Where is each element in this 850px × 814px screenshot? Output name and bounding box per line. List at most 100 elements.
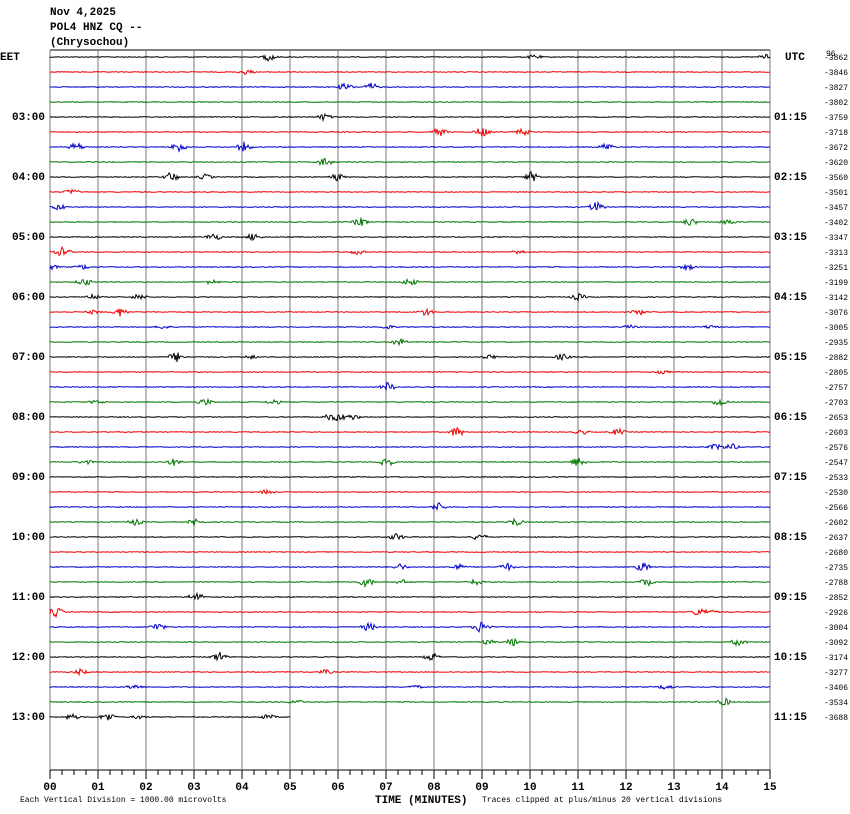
offset-label: -3457 bbox=[824, 204, 848, 213]
offset-label: -2757 bbox=[824, 384, 848, 393]
right-time: 10:15 bbox=[774, 652, 807, 664]
offset-label: -3199 bbox=[824, 279, 848, 288]
trace bbox=[49, 697, 771, 706]
trace bbox=[49, 397, 770, 407]
right-time: 04:15 bbox=[774, 292, 807, 304]
offset-label: -3501 bbox=[824, 189, 848, 198]
left-time: 06:00 bbox=[12, 292, 45, 304]
offset-label: -2566 bbox=[824, 504, 848, 513]
trace bbox=[49, 443, 771, 451]
offset-label: -3718 bbox=[824, 129, 848, 138]
left-time: 03:00 bbox=[12, 112, 45, 124]
offset-label: -3174 bbox=[824, 654, 848, 663]
trace bbox=[49, 488, 771, 495]
trace bbox=[49, 562, 771, 572]
trace bbox=[49, 82, 771, 90]
x-tick-label: 00 bbox=[43, 782, 56, 794]
offset-label: -3402 bbox=[824, 219, 848, 228]
trace bbox=[49, 475, 770, 479]
trace bbox=[49, 112, 771, 123]
x-tick-label: 10 bbox=[523, 782, 536, 794]
offset-label: -3846 bbox=[824, 69, 848, 78]
left-time: 04:00 bbox=[12, 172, 45, 184]
right-zone: UTC bbox=[785, 52, 805, 64]
offset-label: -2852 bbox=[824, 594, 848, 603]
offset-label: -2547 bbox=[824, 459, 848, 468]
x-axis-title: TIME (MINUTES) bbox=[375, 795, 467, 807]
offset-label: -2735 bbox=[824, 564, 848, 573]
trace bbox=[49, 141, 771, 153]
trace bbox=[49, 369, 771, 375]
offset-label: -2637 bbox=[824, 534, 848, 543]
station: POL4 HNZ CQ -- bbox=[50, 22, 142, 34]
offset-label: -3277 bbox=[824, 669, 848, 678]
location: (Chrysochou) bbox=[50, 37, 129, 49]
trace bbox=[49, 621, 771, 633]
offset-label: -3076 bbox=[824, 309, 848, 318]
right-time: 08:15 bbox=[774, 532, 807, 544]
offset-label: -2680 bbox=[824, 549, 848, 558]
x-tick-label: 01 bbox=[91, 782, 105, 794]
trace bbox=[49, 517, 771, 527]
x-tick-label: 04 bbox=[235, 782, 249, 794]
x-tick-label: 07 bbox=[379, 782, 392, 794]
offset-label: -3347 bbox=[824, 234, 848, 243]
scale-note: Each Vertical Division = 1000.00 microvo… bbox=[20, 796, 227, 805]
offset-label: -3005 bbox=[824, 324, 848, 333]
trace bbox=[49, 578, 771, 589]
trace bbox=[49, 667, 771, 677]
trace bbox=[49, 292, 771, 303]
left-time: 11:00 bbox=[12, 592, 45, 604]
left-time: 13:00 bbox=[12, 712, 45, 724]
trace bbox=[49, 352, 771, 362]
trace bbox=[50, 550, 770, 554]
offset-label: -2530 bbox=[824, 489, 848, 498]
offset-label: -3802 bbox=[824, 99, 848, 108]
right-time: 01:15 bbox=[774, 112, 807, 124]
right-time: 09:15 bbox=[774, 592, 807, 604]
trace bbox=[49, 232, 771, 242]
left-time: 05:00 bbox=[12, 232, 45, 244]
trace bbox=[49, 684, 771, 690]
trace bbox=[49, 712, 291, 721]
offset-label: -2805 bbox=[824, 369, 848, 378]
right-time: 07:15 bbox=[774, 472, 807, 484]
trace bbox=[49, 427, 771, 437]
offset-label: -2533 bbox=[824, 474, 848, 483]
trace bbox=[49, 277, 771, 286]
left-time: 10:00 bbox=[12, 532, 45, 544]
left-zone: EET bbox=[0, 52, 20, 64]
trace bbox=[49, 157, 771, 167]
offset-label: -3142 bbox=[824, 294, 848, 303]
trace bbox=[49, 53, 771, 62]
trace bbox=[49, 127, 771, 137]
trace bbox=[49, 414, 771, 422]
offset-top: 96 bbox=[826, 50, 836, 59]
x-tick-label: 15 bbox=[763, 782, 777, 794]
trace bbox=[49, 652, 771, 662]
trace bbox=[49, 533, 771, 541]
trace bbox=[49, 217, 770, 226]
x-tick-label: 06 bbox=[331, 782, 344, 794]
offset-label: -2788 bbox=[824, 579, 848, 588]
offset-label: -3759 bbox=[824, 114, 848, 123]
trace bbox=[49, 337, 770, 347]
trace bbox=[49, 100, 770, 104]
x-tick-label: 02 bbox=[139, 782, 152, 794]
left-time: 09:00 bbox=[12, 472, 45, 484]
trace bbox=[49, 382, 771, 391]
offset-label: -2935 bbox=[824, 339, 848, 348]
right-time: 02:15 bbox=[774, 172, 807, 184]
offset-label: -3560 bbox=[824, 174, 848, 183]
x-tick-label: 14 bbox=[715, 782, 729, 794]
x-tick-label: 03 bbox=[187, 782, 201, 794]
offset-label: -2576 bbox=[824, 444, 848, 453]
trace bbox=[49, 69, 770, 76]
trace bbox=[49, 188, 771, 195]
trace bbox=[49, 607, 771, 619]
trace bbox=[49, 457, 771, 467]
clip-note: Traces clipped at plus/minus 20 vertical… bbox=[482, 796, 722, 805]
offset-label: -3534 bbox=[824, 699, 848, 708]
